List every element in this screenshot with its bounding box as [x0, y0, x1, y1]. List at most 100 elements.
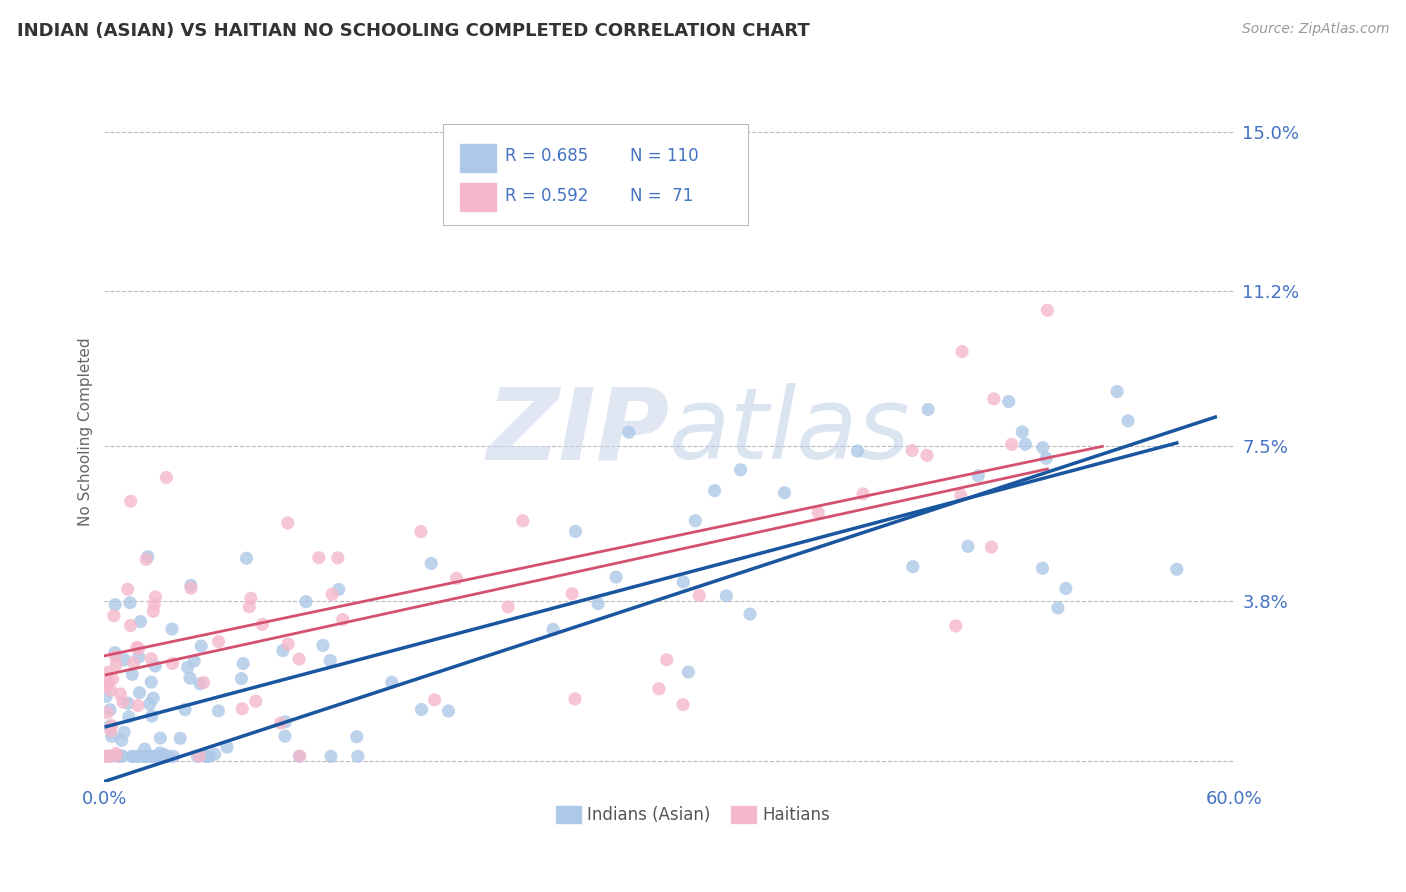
- Point: [239, 591, 262, 606]
- Point: [231, 672, 253, 686]
- Point: [617, 425, 640, 440]
- Point: [121, 667, 143, 681]
- Point: [141, 749, 163, 764]
- Point: [321, 587, 343, 601]
- Point: [121, 749, 143, 764]
- Text: R = 0.592: R = 0.592: [505, 186, 589, 205]
- Bar: [731, 806, 756, 823]
- Point: [956, 539, 979, 553]
- Bar: [460, 183, 496, 211]
- Text: Haitians: Haitians: [762, 806, 830, 824]
- FancyBboxPatch shape: [443, 124, 748, 226]
- Point: [180, 582, 202, 596]
- Text: Source: ZipAtlas.com: Source: ZipAtlas.com: [1241, 22, 1389, 37]
- Point: [141, 709, 163, 723]
- Bar: [460, 144, 496, 171]
- Point: [277, 637, 299, 651]
- Point: [145, 749, 167, 764]
- Text: N = 110: N = 110: [630, 147, 699, 165]
- Point: [423, 693, 446, 707]
- Point: [108, 749, 131, 764]
- Point: [193, 675, 215, 690]
- Bar: [557, 806, 581, 823]
- Point: [198, 749, 221, 764]
- Point: [96, 679, 118, 693]
- Point: [112, 725, 135, 739]
- Point: [134, 742, 156, 756]
- Point: [157, 749, 180, 764]
- Point: [605, 570, 627, 584]
- Point: [153, 747, 176, 762]
- Point: [672, 575, 695, 590]
- Point: [672, 698, 695, 712]
- Point: [773, 485, 796, 500]
- Point: [111, 695, 134, 709]
- Point: [1107, 384, 1129, 399]
- Point: [846, 444, 869, 458]
- Point: [145, 749, 167, 764]
- Point: [288, 749, 311, 764]
- Point: [648, 681, 671, 696]
- Point: [950, 344, 973, 359]
- Point: [586, 597, 609, 611]
- Point: [155, 470, 177, 484]
- Point: [104, 747, 127, 761]
- Point: [135, 749, 157, 764]
- Point: [207, 704, 229, 718]
- Point: [98, 703, 121, 717]
- Point: [270, 716, 292, 731]
- Point: [125, 640, 148, 655]
- Point: [120, 618, 142, 632]
- Point: [347, 749, 370, 764]
- Point: [231, 702, 253, 716]
- Point: [135, 552, 157, 566]
- Point: [152, 749, 174, 764]
- Point: [129, 615, 152, 629]
- Point: [174, 703, 197, 717]
- Point: [179, 671, 201, 685]
- Point: [128, 641, 150, 656]
- Point: [901, 559, 924, 574]
- Point: [104, 649, 127, 664]
- Point: [945, 619, 967, 633]
- Point: [128, 685, 150, 699]
- Point: [149, 746, 172, 760]
- Point: [1054, 582, 1077, 596]
- Point: [346, 730, 368, 744]
- Point: [114, 653, 136, 667]
- Point: [1032, 441, 1054, 455]
- Text: INDIAN (ASIAN) VS HAITIAN NO SCHOOLING COMPLETED CORRELATION CHART: INDIAN (ASIAN) VS HAITIAN NO SCHOOLING C…: [17, 22, 810, 40]
- Point: [703, 483, 725, 498]
- Point: [245, 694, 267, 708]
- Text: atlas: atlas: [669, 384, 911, 480]
- Point: [446, 571, 468, 585]
- Point: [97, 665, 120, 680]
- Point: [274, 714, 297, 729]
- Point: [186, 749, 208, 764]
- Point: [121, 749, 143, 764]
- Point: [104, 646, 127, 660]
- Point: [128, 650, 150, 665]
- Point: [190, 639, 212, 653]
- Point: [183, 654, 205, 668]
- Point: [688, 589, 710, 603]
- Point: [295, 595, 318, 609]
- Point: [1014, 437, 1036, 451]
- Point: [111, 733, 134, 747]
- Point: [104, 598, 127, 612]
- Point: [541, 623, 564, 637]
- Point: [127, 749, 149, 764]
- Point: [949, 488, 972, 502]
- Point: [100, 730, 122, 744]
- Point: [117, 582, 139, 597]
- Point: [1046, 601, 1069, 615]
- Point: [195, 749, 218, 764]
- Point: [420, 557, 443, 571]
- Point: [142, 691, 165, 706]
- Point: [411, 702, 433, 716]
- Point: [496, 599, 519, 614]
- Text: Indians (Asian): Indians (Asian): [586, 806, 710, 824]
- Point: [308, 550, 330, 565]
- Point: [807, 506, 830, 520]
- Point: [122, 656, 145, 670]
